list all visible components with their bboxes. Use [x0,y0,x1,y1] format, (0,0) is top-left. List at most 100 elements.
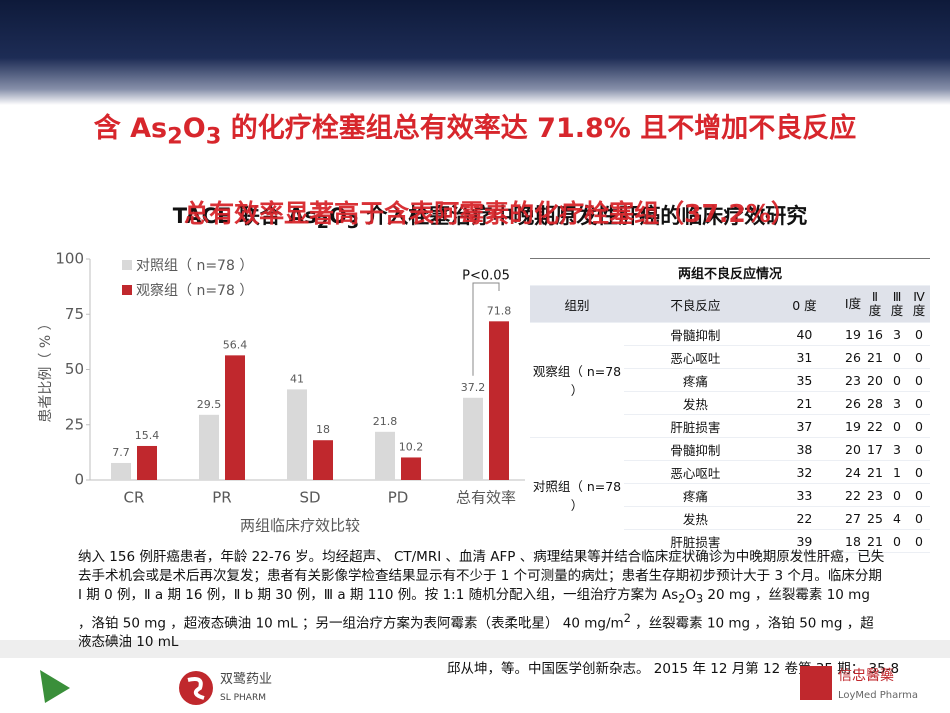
cell: 3 [886,437,908,461]
cell: 19 [842,322,864,346]
y-tick-label: 50 [65,360,84,378]
logo-text: 双鹭药业 [220,671,272,687]
cell: 0 [908,345,930,369]
legend-swatch [122,285,132,295]
text-run: 纳入 156 例肝癌患者，年龄 22-76 岁。均经超声、 CT/MRI 、血清… [78,549,885,603]
cell: 3 [886,322,908,346]
cell: 21 [766,391,842,415]
cell: 26 [842,345,864,369]
bar [375,431,395,480]
text-run: 20 mg ，丝裂霉素 10 mg ，洛铂 50 mg ，超液态碘油 10 mL… [78,587,870,632]
cell: 23 [864,483,886,507]
cell: 0 [908,322,930,346]
cell: 22 [842,483,864,507]
cell: 17 [864,437,886,461]
table-row: 恶心呕吐 31 26 21 0 0 [530,345,930,369]
footer-stripe [0,640,950,658]
logo-text: LoyMed Pharma [838,690,918,701]
adverse-table: 两组不良反应情况 组别 不良反应 0 度 Ⅰ度 Ⅱ度 Ⅲ度 Ⅳ度 观察组（ n=78 ）骨髓抑制… [530,258,930,553]
cell: 肝脏损害 [624,414,767,438]
header-cell: Ⅲ度 [886,285,908,323]
cell: 31 [766,345,842,369]
cell: 40 [766,322,842,346]
y-tick-label: 75 [65,305,84,323]
text-run: 介入栓塞治疗中晚期原发性肝癌的临床疗效研究 [359,204,808,228]
value-label: 56.4 [223,338,248,351]
cell: 骨髓抑制 [624,322,767,346]
logo-mark [179,671,213,705]
y-tick-label: 25 [65,415,84,433]
legend-label: 观察组（ n=78 ） [136,282,253,299]
cell: 28 [864,391,886,415]
cell: 恶心呕吐 [624,460,767,484]
text-run: ，丝裂霉素 10 mg ，洛铂 50 mg ，超液态碘油 10 mL [78,615,874,651]
logos: 双鹭药业 SL PHARM 信忠醫藥 LoyMed Pharma [40,666,918,705]
value-label: 18 [316,423,330,436]
text-run: O [182,113,206,144]
cell: 24 [842,460,864,484]
table-row: 发热 21 26 28 3 0 [530,391,930,415]
table-row: 组别 不良反应 0 度 Ⅰ度 Ⅱ度 Ⅲ度 Ⅳ度 [530,285,930,323]
logo-text: SL PHARM [220,693,266,703]
banner [0,0,950,105]
header-cell: Ⅳ度 [908,285,930,323]
cell: 0 [908,391,930,415]
bar [463,397,483,480]
cell: 23 [842,368,864,392]
cell: 20 [864,368,886,392]
y-axis-label: 患者比例（ % ） [38,316,54,422]
cell: 0 [908,460,930,484]
cell: 0 [886,483,908,507]
x-tick-label: 总有效率 [456,489,516,507]
cell: 21 [864,345,886,369]
value-label: 37.2 [461,381,486,394]
cell: 18 [842,529,864,553]
text-run: 的化疗栓塞组总有效率达 71.8% 且不增加不良反应 [221,113,857,144]
value-label: 15.4 [135,429,160,442]
cell: 发热 [624,391,767,415]
cell: 32 [766,460,842,484]
chart: 0 25 50 75 100 患者比例（ % ） 两组临床疗效比较 CR 7.7 15.4 PR 29… [38,250,525,535]
table-row: 疼痛 35 23 20 0 0 [530,368,930,392]
table-row: 恶心呕吐 32 24 21 1 0 [530,460,930,484]
value-label: 21.8 [373,415,398,428]
header-cell: Ⅰ度 [842,285,864,323]
cell: 0 [886,529,908,553]
cell: 4 [886,506,908,530]
text-run: O [685,587,696,603]
y-tick-label: 0 [74,471,84,489]
x-tick-label: PD [388,489,409,507]
subscript: 3 [695,592,704,606]
cell: 37 [766,414,842,438]
cell: 39 [766,529,842,553]
cell: 0 [886,368,908,392]
table-row: 发热 22 27 25 4 0 [530,506,930,530]
cell: 0 [908,529,930,553]
text-run: TACE 联合 As [172,204,317,228]
cell: 20 [842,437,864,461]
cell: 0 [908,368,930,392]
cell: 27 [842,506,864,530]
cell: 26 [842,391,864,415]
cell: 0 [908,437,930,461]
subtitle: 总有效率显著高于含表阿霉素的化疗栓塞组（37.2%） [184,199,796,228]
x-tick-label: CR [124,489,145,507]
cell: 骨髓抑制 [624,437,767,461]
x-tick-label: PR [212,489,231,507]
subscript: 2 [316,213,329,234]
subscript: 2 [167,123,183,150]
cell: 1 [886,460,908,484]
table-row: 两组不良反应情况 [530,258,930,286]
cell: 0 [908,506,930,530]
cell: 21 [864,529,886,553]
value-label: 71.8 [487,304,512,317]
table-row: 观察组（ n=78 ）骨髓抑制 40 19 16 3 0 [530,322,930,438]
cell: 38 [766,437,842,461]
bar [489,321,509,480]
cell: 33 [766,483,842,507]
cell: 25 [864,506,886,530]
value-label: 41 [290,372,304,385]
table-row: 肝脏损害 37 19 22 0 0 [530,414,930,438]
cell: 0 [886,345,908,369]
